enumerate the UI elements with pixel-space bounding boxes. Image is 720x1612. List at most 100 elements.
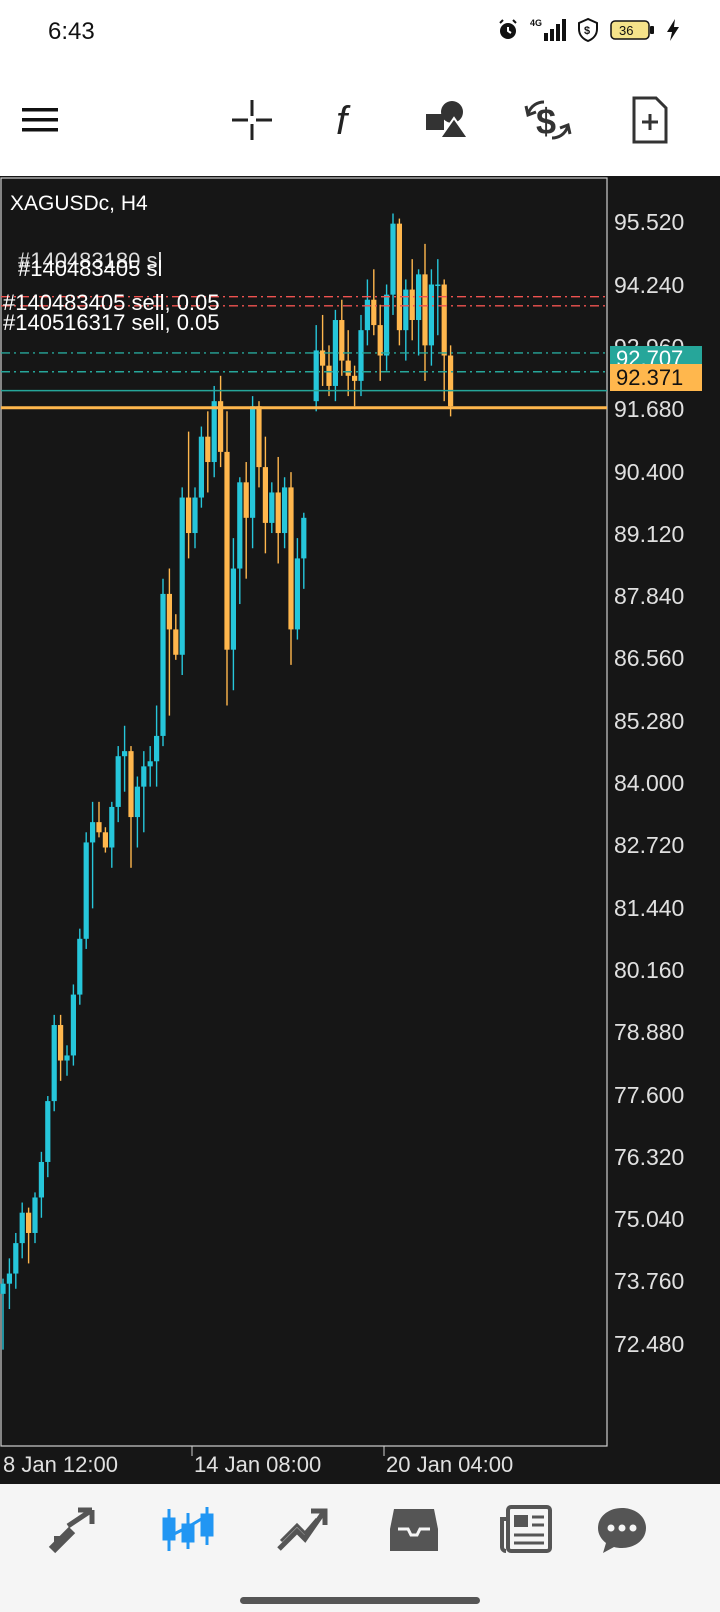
nav-trade[interactable]	[266, 1498, 338, 1562]
symbol-label: XAGUSDc, H4	[10, 192, 148, 215]
price-label: 81.440	[614, 895, 684, 921]
price-label: 91.680	[614, 396, 684, 422]
time-label: 8 Jan 12:00	[3, 1452, 118, 1477]
current-price-tag-text: 92.371	[616, 365, 683, 390]
candle-body	[390, 223, 396, 295]
price-label: 78.880	[614, 1019, 684, 1045]
candle-body	[345, 360, 351, 376]
candle-body	[275, 492, 281, 534]
candle-body	[358, 330, 364, 381]
candle-body	[332, 320, 338, 386]
candle-body	[77, 938, 83, 995]
svg-text:$: $	[536, 101, 556, 142]
price-label: 77.600	[614, 1082, 684, 1108]
candle-body	[147, 761, 153, 767]
crosshair-button[interactable]	[220, 88, 284, 152]
price-label: 87.840	[614, 583, 684, 609]
candle-body	[51, 1025, 57, 1102]
candle-body	[448, 355, 454, 407]
candle-body	[243, 482, 249, 518]
nav-history[interactable]	[378, 1498, 450, 1562]
time-axis: 8 Jan 12:00 14 Jan 08:00 20 Jan 04:00	[3, 1446, 513, 1477]
candle-body	[70, 994, 76, 1056]
home-indicator[interactable]	[240, 1597, 480, 1604]
candle-body	[256, 406, 262, 468]
candle-body	[90, 822, 96, 843]
nav-chart[interactable]	[152, 1498, 224, 1562]
menu-button[interactable]	[8, 88, 72, 152]
battery-icon: 36	[610, 18, 656, 47]
candle-body	[205, 436, 211, 463]
candle-body	[352, 375, 358, 381]
candle-body	[32, 1197, 38, 1233]
candle-body	[83, 842, 89, 939]
objects-icon	[426, 101, 470, 139]
plot-frame	[0, 177, 608, 1447]
candle-body	[186, 497, 192, 534]
signal-4g-icon: 4G	[530, 17, 566, 48]
price-label: 73.760	[614, 1268, 684, 1294]
shield-dollar-icon: $	[576, 17, 600, 48]
quotes-icon	[48, 1507, 95, 1554]
nav-quotes[interactable]	[38, 1498, 110, 1562]
trade-button[interactable]: $	[516, 88, 580, 152]
candle-body	[58, 1025, 64, 1061]
candle-body	[211, 401, 217, 463]
battery-level: 36	[619, 23, 633, 38]
new-order-button[interactable]	[618, 88, 682, 152]
order-label-sell-1: #140483405 sell, 0.05	[3, 290, 220, 315]
status-time: 6:43	[48, 18, 95, 45]
svg-text:4G: 4G	[530, 18, 542, 28]
indicators-button[interactable]: f	[316, 88, 380, 152]
candle-body	[38, 1161, 44, 1198]
candle-body	[377, 325, 383, 356]
candle-body	[403, 289, 409, 331]
price-chart[interactable]: #140483180 sl #140483405 sl #140483405 s…	[0, 176, 720, 1484]
chat-icon	[598, 1508, 646, 1553]
candle-body	[6, 1273, 12, 1284]
candle-body	[364, 299, 370, 331]
price-label: 86.560	[614, 645, 684, 671]
candle-body	[173, 629, 179, 655]
candle-body	[122, 751, 128, 757]
nav-news[interactable]	[490, 1498, 562, 1562]
order-lines-layer	[1, 295, 607, 410]
status-bar: 6:43 4G $ 36	[0, 0, 720, 66]
candle-body	[320, 350, 326, 366]
candle-body	[0, 1283, 6, 1294]
svg-text:f: f	[336, 99, 351, 143]
price-label: 94.240	[614, 272, 684, 298]
candle-body	[250, 406, 256, 518]
candle-body	[371, 299, 377, 326]
time-label: 20 Jan 04:00	[386, 1452, 513, 1477]
candle-body	[192, 497, 198, 534]
nav-chat[interactable]	[586, 1498, 658, 1562]
price-label: 90.400	[614, 459, 684, 485]
candle-body	[134, 786, 140, 818]
candle-body	[160, 593, 166, 736]
candle-body	[230, 568, 236, 650]
candle-body	[282, 487, 288, 534]
objects-button[interactable]	[414, 88, 478, 152]
candle-body	[64, 1055, 70, 1061]
candle-body	[294, 558, 300, 630]
order-label-sell-2: #140516317 sell, 0.05	[3, 310, 220, 335]
candle-body	[179, 497, 185, 655]
candle-body	[128, 751, 134, 818]
price-label: 95.520	[614, 209, 684, 235]
candle-body	[13, 1243, 19, 1274]
candle-body	[441, 284, 447, 356]
price-label: 75.040	[614, 1206, 684, 1232]
candle-body	[396, 223, 402, 331]
menu-icon	[22, 108, 58, 132]
order-label-sl: #140483405 sl	[18, 256, 162, 281]
candle-body	[154, 735, 160, 762]
candle-body	[141, 766, 147, 787]
chart-area[interactable]: #140483180 sl #140483405 sl #140483405 s…	[0, 176, 720, 1484]
candle-body	[326, 365, 332, 386]
candles-layer	[0, 213, 454, 1350]
candle-body	[313, 350, 319, 402]
trade-icon	[277, 1508, 328, 1551]
candle-body	[45, 1101, 51, 1162]
candle-body	[301, 517, 307, 559]
